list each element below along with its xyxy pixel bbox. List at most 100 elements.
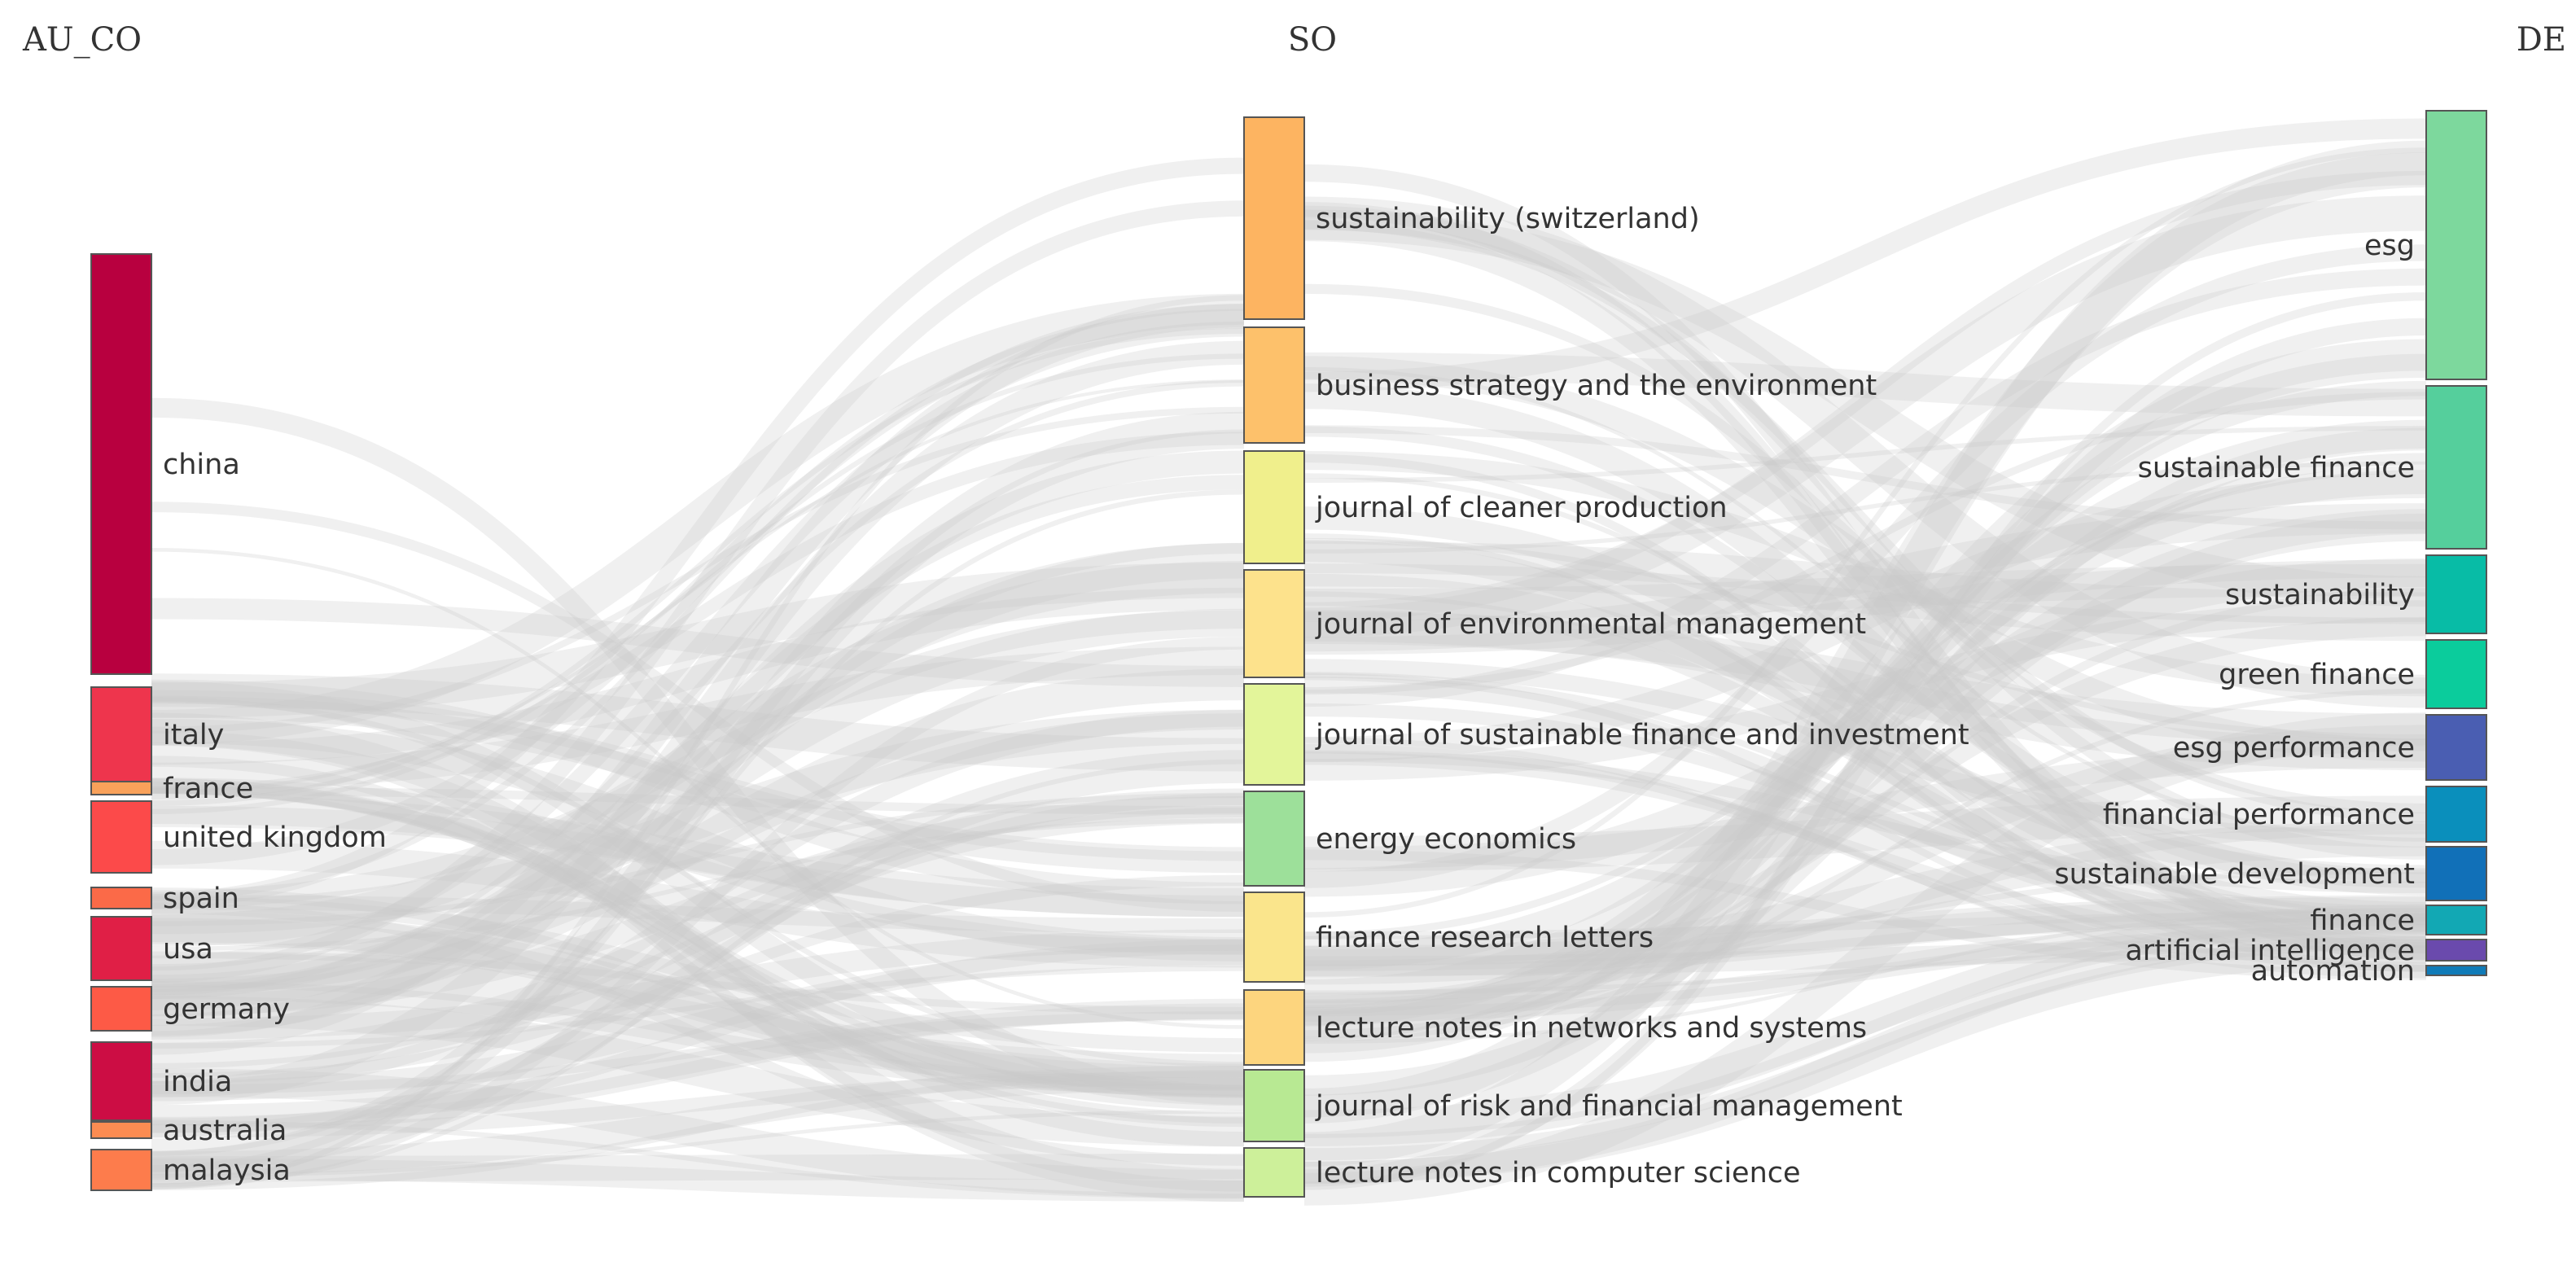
flow-link <box>151 673 1245 772</box>
flow-link <box>1303 918 2427 1184</box>
flow-link <box>1303 821 2427 985</box>
flow-link <box>151 1071 1245 1138</box>
flow-link <box>151 944 1245 1102</box>
flow-link <box>151 340 1245 1106</box>
flow-link <box>1303 558 2427 897</box>
flow-link <box>151 995 1245 1147</box>
flow-link <box>151 793 1245 1137</box>
node-esg-performance[interactable] <box>2425 714 2487 781</box>
flow-link <box>151 548 1245 1029</box>
node-italy[interactable] <box>90 686 152 782</box>
flow-link <box>1303 283 2427 814</box>
node-label: spain <box>163 883 239 915</box>
flow-link <box>151 475 1245 999</box>
node-automation[interactable] <box>2425 965 2487 976</box>
flow-link <box>151 929 1245 1040</box>
flow-link <box>1303 219 2427 823</box>
node-usa[interactable] <box>90 916 152 981</box>
node-finance[interactable] <box>2425 905 2487 935</box>
flow-link <box>1303 205 2427 860</box>
flow-link <box>1303 268 2427 708</box>
flow-link <box>1303 737 2427 979</box>
flow-link <box>151 778 1245 1111</box>
node-india[interactable] <box>90 1041 152 1121</box>
flow-link <box>151 918 1245 1092</box>
flow-link <box>1303 426 2427 484</box>
flow-link <box>1303 426 2427 883</box>
node-energy-economics[interactable] <box>1243 791 1305 887</box>
flow-link <box>151 690 1245 861</box>
node-label: france <box>163 773 253 805</box>
node-label: sustainability <box>2225 579 2415 611</box>
node-label: journal of sustainable finance and inves… <box>1315 719 1969 751</box>
node-esg[interactable] <box>2425 110 2487 380</box>
flow-link <box>1303 659 2427 848</box>
flow-link <box>1303 896 2427 971</box>
node-journal-of-sustainable-finance-and-investment[interactable] <box>1243 683 1305 786</box>
node-china[interactable] <box>90 253 152 675</box>
flow-link <box>1303 849 2427 980</box>
node-journal-of-environmental-management[interactable] <box>1243 569 1305 678</box>
flow-link <box>151 787 1245 1124</box>
node-journal-of-risk-and-financial-management[interactable] <box>1243 1069 1305 1142</box>
node-australia[interactable] <box>90 1121 152 1139</box>
flow-link <box>151 598 1245 687</box>
flow-link <box>1303 588 2427 1039</box>
flow-link <box>1303 591 2427 931</box>
node-journal-of-cleaner-production[interactable] <box>1243 450 1305 564</box>
node-germany[interactable] <box>90 986 152 1032</box>
flow-link <box>151 379 1245 996</box>
node-sustainable-finance[interactable] <box>2425 385 2487 550</box>
node-spain[interactable] <box>90 887 152 909</box>
node-sustainability[interactable] <box>2425 554 2487 634</box>
flow-link <box>151 321 1245 971</box>
flow-link <box>1303 600 2427 781</box>
flow-link <box>151 379 1245 794</box>
flow-link <box>1303 895 2427 966</box>
flow-link <box>1303 450 2427 697</box>
node-label: financial performance <box>2103 799 2415 831</box>
flow-link <box>151 295 1245 1189</box>
node-malaysia[interactable] <box>90 1149 152 1191</box>
flow-link <box>151 795 1245 1016</box>
flow-link <box>151 1153 1245 1182</box>
node-financial-performance[interactable] <box>2425 786 2487 843</box>
flow-link <box>1303 743 2427 972</box>
flow-link <box>1303 676 2427 941</box>
flow-link <box>1303 925 2427 1017</box>
flow-link <box>151 778 1245 1128</box>
flow-link <box>151 1119 1245 1199</box>
flow-link <box>151 756 1245 1192</box>
node-label: journal of risk and financial management <box>1315 1090 1903 1123</box>
node-business-strategy-and-the-environment[interactable] <box>1243 326 1305 444</box>
node-finance-research-letters[interactable] <box>1243 892 1305 983</box>
flow-link <box>151 608 1245 992</box>
flow-link <box>1303 473 2427 918</box>
flow-link <box>1303 672 2427 972</box>
flow-link <box>1303 152 2427 1124</box>
flow-link <box>1303 611 2427 747</box>
flow-link <box>151 610 1245 909</box>
flow-link <box>151 1065 1245 1176</box>
flow-link <box>1303 202 2427 961</box>
node-france[interactable] <box>90 781 152 795</box>
node-united-kingdom[interactable] <box>90 800 152 874</box>
flow-link <box>1303 751 2427 953</box>
node-lecture-notes-in-networks-and-systems[interactable] <box>1243 989 1305 1066</box>
flow-link <box>151 1003 1245 1133</box>
flow-link <box>1303 196 2427 708</box>
flow-link <box>1303 904 2427 1138</box>
node-artificial-intelligence[interactable] <box>2425 939 2487 962</box>
flow-link <box>151 668 1245 1018</box>
flow-link <box>151 489 1245 1156</box>
node-green-finance[interactable] <box>2425 639 2487 709</box>
flow-link <box>151 818 1245 952</box>
labels-layer: china italy france united kingdom spain usa ge… <box>163 203 2415 1189</box>
flow-link <box>151 788 1245 1078</box>
node-sustainable-development[interactable] <box>2425 846 2487 901</box>
node-sustainability-switzerland[interactable] <box>1243 116 1305 320</box>
flow-link <box>1303 352 2427 417</box>
node-lecture-notes-in-computer-science[interactable] <box>1243 1147 1305 1198</box>
flow-link <box>151 998 1245 1126</box>
flow-link <box>151 951 1245 1090</box>
